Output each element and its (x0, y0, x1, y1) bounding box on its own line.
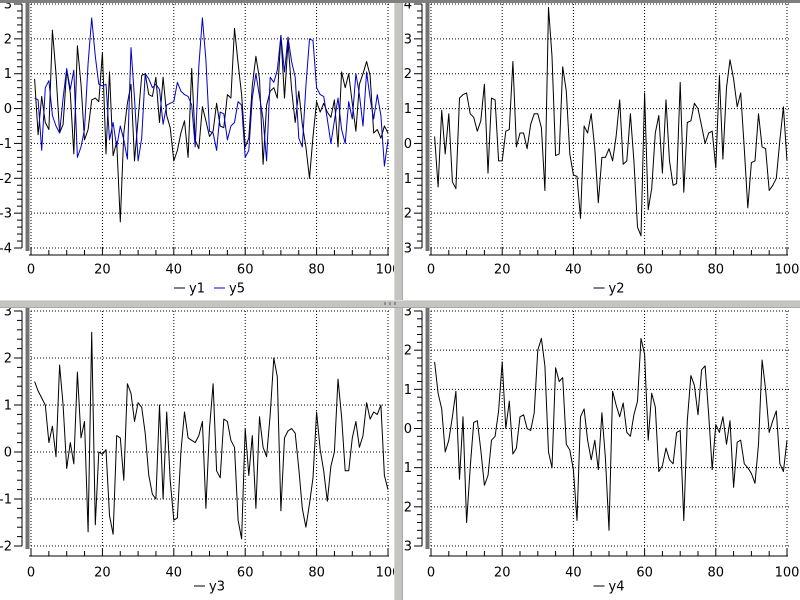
x-tick-label: 100 (775, 566, 800, 581)
x-tick-label: 80 (308, 566, 325, 581)
x-tick-label: 100 (376, 566, 394, 581)
y-tick-label: 3 (404, 32, 412, 47)
y-tick-label: -2 (401, 500, 412, 515)
x-tick-label: 80 (708, 263, 725, 278)
x-tick-label: 20 (94, 566, 111, 581)
series-line-y1 (34, 27, 389, 223)
x-tick-label: 0 (427, 566, 435, 581)
y-tick-label: -2 (0, 540, 12, 555)
subplot-y4: 3 2 1 0 -1 -2 -3 0 20 40 60 80 100 y4 (401, 306, 800, 600)
y-tick-label: -3 (401, 540, 412, 555)
y-tick-label: -2 (401, 207, 412, 222)
x-tick-label: 20 (494, 263, 511, 278)
x-tick-label: 40 (166, 566, 183, 581)
chart-canvas-bottom-right: 3 2 1 0 -1 -2 -3 0 20 40 60 80 100 y4 (401, 306, 800, 595)
subplot-y1-y5: 3 2 1 0 -1 -2 -3 -4 0 20 40 60 80 100 y1 y5 (0, 0, 394, 300)
chart-canvas-top-left: 3 2 1 0 -1 -2 -3 -4 0 20 40 60 80 100 y1 y5 (0, 0, 394, 297)
x-tick-label: 80 (308, 263, 325, 278)
y-axis-spine (425, 0, 430, 251)
series-line-y3 (34, 331, 389, 540)
x-tick-label: 0 (27, 566, 35, 581)
y-tick-label: 4 (404, 0, 412, 13)
y-tick-label: -1 (0, 493, 12, 508)
series-line-y4 (434, 337, 788, 531)
series-line-y2 (434, 7, 788, 237)
subplot-y2: 4 3 2 1 0 -1 -2 -3 0 20 40 60 80 100 y2 (401, 0, 800, 300)
x-tick-label: 40 (565, 566, 582, 581)
y-tick-label: 2 (404, 344, 412, 359)
legend-label-y1: y1 (189, 282, 205, 297)
series-line-y5 (34, 17, 389, 167)
y-tick-label: 1 (404, 102, 412, 117)
y-tick-label: 1 (4, 399, 12, 414)
x-tick-label: 40 (565, 263, 582, 278)
y-tick-label: -1 (401, 172, 412, 187)
x-tick-label: 60 (636, 566, 653, 581)
y-tick-label: 1 (404, 383, 412, 398)
y-tick-label: -2 (0, 172, 12, 187)
chart-canvas-top-right: 4 3 2 1 0 -1 -2 -3 0 20 40 60 80 100 y2 (401, 0, 800, 297)
x-tick-label: 0 (427, 263, 435, 278)
y-axis-spine (425, 306, 430, 549)
y-tick-label: -3 (401, 242, 412, 257)
legend-label-y2: y2 (609, 282, 625, 297)
y-tick-label: -4 (0, 242, 12, 257)
y-tick-label: -3 (0, 207, 12, 222)
y-tick-label: 0 (4, 102, 12, 117)
window-top-border (0, 0, 800, 3)
y-tick-label: 3 (4, 306, 12, 320)
x-tick-label: 20 (494, 566, 511, 581)
legend-label-y3: y3 (209, 580, 225, 595)
x-tick-label: 40 (166, 263, 183, 278)
y-tick-label: 0 (4, 446, 12, 461)
x-tick-label: 60 (237, 566, 254, 581)
splitter-grip-icon[interactable] (384, 302, 398, 305)
x-tick-label: 100 (775, 263, 800, 278)
y-axis-spine (25, 306, 30, 549)
y-tick-label: 0 (404, 137, 412, 152)
x-tick-label: 60 (237, 263, 254, 278)
subplot-y3: 3 2 1 0 -1 -2 0 20 40 60 80 100 y3 (0, 306, 394, 600)
y-tick-label: -1 (0, 137, 12, 152)
y-tick-label: 3 (404, 306, 412, 320)
x-tick-label: 0 (27, 263, 35, 278)
y-tick-label: 0 (404, 422, 412, 437)
y-tick-label: 2 (4, 352, 12, 367)
y-tick-label: -1 (401, 461, 412, 476)
x-tick-label: 60 (636, 263, 653, 278)
legend-label-y4: y4 (609, 580, 625, 595)
y-tick-label: 2 (404, 67, 412, 82)
chart-canvas-bottom-left: 3 2 1 0 -1 -2 0 20 40 60 80 100 y3 (0, 306, 394, 595)
y-tick-label: 2 (4, 32, 12, 47)
y-tick-label: 3 (4, 0, 12, 13)
y-tick-label: 1 (4, 67, 12, 82)
x-tick-label: 80 (708, 566, 725, 581)
horizontal-splitter[interactable] (0, 300, 800, 308)
x-tick-label: 20 (94, 263, 111, 278)
y-axis-spine (25, 0, 30, 251)
legend-label-y5: y5 (229, 282, 245, 297)
x-tick-label: 100 (376, 263, 394, 278)
